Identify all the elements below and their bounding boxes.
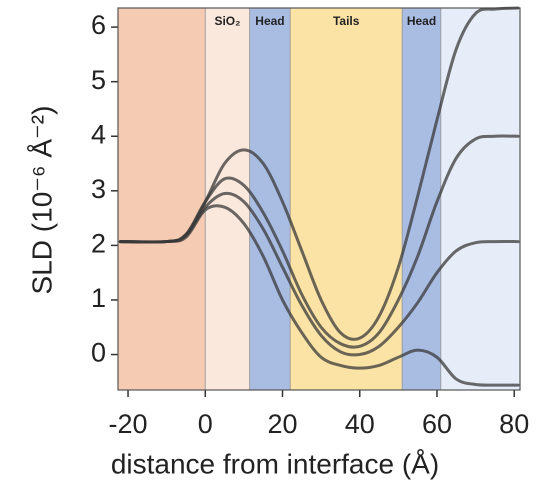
region [440,7,521,391]
sld-curve [118,204,520,387]
x-axis-label: distance from interface (Å) [111,448,439,479]
y-tick-label: 6 [91,10,106,40]
y-tick-label: 2 [91,229,106,259]
region-label: SiO₂ [214,14,240,28]
x-tick-label: 80 [499,409,529,439]
sld-curve [118,191,520,357]
x-tick-label: 0 [198,409,213,439]
region [401,7,442,391]
y-tick-label: 4 [91,119,106,149]
y-tick-label: 5 [91,65,106,95]
sld-curve [118,134,520,349]
x-tick-label: -20 [109,409,148,439]
region-label: Head [255,14,284,28]
region [289,7,403,391]
x-tick-label: 60 [422,409,452,439]
plot-area: SiO₂ Head Tails Head [117,7,521,391]
y-tick-label: 1 [91,283,106,313]
x-tick-label: 40 [345,409,375,439]
plot-frame [117,7,521,391]
region-label: Head [407,14,436,28]
y-tick-label: 3 [91,174,106,204]
x-tick-label: 20 [267,409,297,439]
region-label: Tails [333,14,360,28]
y-tick-label: 0 [91,338,106,368]
y-axis-label: SLD (10⁻⁶ Å⁻²) [26,106,57,295]
region [117,7,206,391]
